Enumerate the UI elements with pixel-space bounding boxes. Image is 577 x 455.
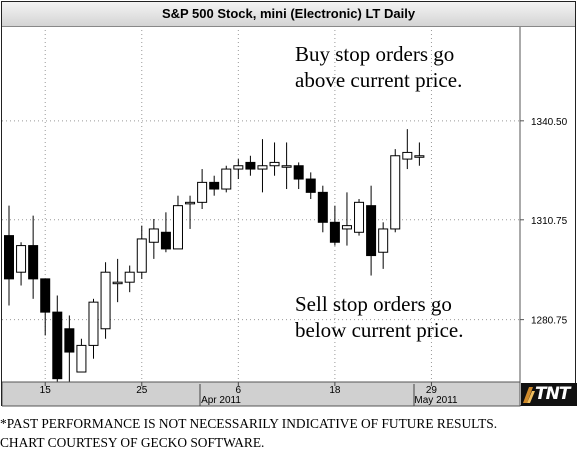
- candle: [76, 338, 87, 373]
- x-tick-label: 29: [426, 385, 438, 396]
- disclaimer-footer: *PAST PERFORMANCE IS NOT NECESSARILY IND…: [0, 414, 577, 452]
- candle-body: [305, 178, 316, 193]
- candle: [378, 222, 389, 269]
- candle-body: [185, 201, 196, 205]
- x-tick-label: 15: [40, 385, 52, 396]
- x-month-label: Apr 2011: [201, 395, 241, 406]
- candle-body: [40, 278, 51, 313]
- candle-body: [402, 151, 413, 160]
- candle: [172, 195, 183, 250]
- candle: [341, 192, 352, 246]
- candle: [245, 155, 256, 176]
- x-tick-label: 18: [329, 385, 341, 396]
- candle-body: [233, 165, 244, 170]
- candle: [233, 159, 244, 180]
- candle-body: [281, 165, 292, 168]
- candle-body: [52, 311, 63, 380]
- candle-body: [160, 231, 171, 250]
- courtesy-line: CHART COURTESY OF GECKO SOFTWARE.: [0, 435, 265, 450]
- candle: [52, 295, 63, 382]
- candle-body: [64, 328, 75, 353]
- candle: [4, 205, 14, 306]
- candle: [100, 262, 111, 339]
- candle: [148, 218, 159, 259]
- candle: [136, 225, 147, 279]
- candle: [64, 315, 75, 389]
- x-tick-label: 6: [236, 385, 242, 396]
- candle-body: [197, 181, 208, 203]
- candle-body: [209, 181, 220, 190]
- sell-stop-annotation: Sell stop orders go below current price.: [295, 291, 464, 343]
- sell-annotation-line2: below current price.: [295, 318, 464, 342]
- candle-body: [329, 221, 340, 243]
- disclaimer-line: *PAST PERFORMANCE IS NOT NECESSARILY IND…: [0, 416, 498, 431]
- candle-body: [100, 271, 111, 330]
- candle-body: [390, 155, 401, 230]
- candle-body: [16, 245, 27, 273]
- candle: [185, 195, 196, 229]
- candle: [88, 298, 99, 359]
- candle: [16, 242, 27, 286]
- candle-body: [414, 155, 425, 158]
- candle: [269, 142, 280, 176]
- buy-annotation-line2: above current price.: [295, 68, 463, 92]
- candle: [112, 258, 123, 303]
- candle: [390, 149, 401, 233]
- candle: [221, 165, 232, 193]
- candle-body: [245, 161, 256, 170]
- candle-body: [4, 235, 14, 280]
- sell-annotation-line1: Sell stop orders go: [295, 292, 452, 316]
- buy-annotation-line1: Buy stop orders go: [295, 42, 455, 66]
- y-tick-label: 1310.75: [531, 216, 568, 227]
- candle-body: [28, 245, 39, 280]
- candle: [305, 172, 316, 200]
- candle-body: [366, 205, 377, 257]
- x-month-label: May 2011: [414, 395, 458, 406]
- tnt-logo: TNT: [521, 383, 577, 406]
- candle: [414, 142, 425, 166]
- candle-body: [354, 201, 365, 233]
- candle: [209, 175, 220, 196]
- candle-body: [172, 205, 183, 250]
- candle: [197, 169, 208, 209]
- candlestick-chart: 1280.75 1310.75 1340.50 15 25 6 18 29 Apr 2011 Ma…: [2, 26, 568, 407]
- candle-body: [148, 228, 159, 243]
- candle: [354, 199, 365, 236]
- candle-body: [378, 228, 389, 253]
- axes: 1280.75 1310.75 1340.50 15 25 6 18 29 Apr 2011 Ma…: [2, 26, 568, 407]
- x-tick-label: 25: [136, 385, 148, 396]
- chart-title: S&P 500 Stock, mini (Electronic) LT Dail…: [2, 2, 575, 27]
- y-tick-label: 1280.75: [531, 316, 568, 327]
- candle-body: [221, 168, 232, 190]
- candle-body: [88, 301, 99, 346]
- candle: [281, 142, 292, 190]
- logo-mark-icon: [523, 387, 535, 403]
- candle-body: [76, 344, 87, 373]
- candle-body: [341, 225, 352, 230]
- buy-stop-annotation: Buy stop orders go above current price.: [295, 41, 462, 93]
- candle: [40, 278, 51, 336]
- y-tick-label: 1340.50: [531, 117, 568, 128]
- candle: [160, 212, 171, 253]
- candle: [293, 162, 304, 190]
- candle: [28, 215, 39, 299]
- candle-body: [269, 161, 280, 167]
- candle-body: [317, 191, 328, 223]
- logo-text: TNT: [535, 384, 570, 404]
- candle-body: [124, 271, 135, 283]
- candle-body: [257, 165, 268, 170]
- candle: [366, 185, 377, 276]
- chart-frame: 1280.75 1310.75 1340.50 15 25 6 18 29 Apr 2011 Ma…: [1, 1, 577, 407]
- candles: [4, 129, 425, 389]
- x-axis-band: [2, 381, 521, 407]
- candle-body: [293, 165, 304, 180]
- candle-body: [136, 238, 147, 273]
- candle: [329, 205, 340, 246]
- candle: [402, 129, 413, 170]
- candle-body: [112, 281, 123, 285]
- candle: [317, 185, 328, 233]
- candle: [124, 265, 135, 293]
- candle: [257, 139, 268, 193]
